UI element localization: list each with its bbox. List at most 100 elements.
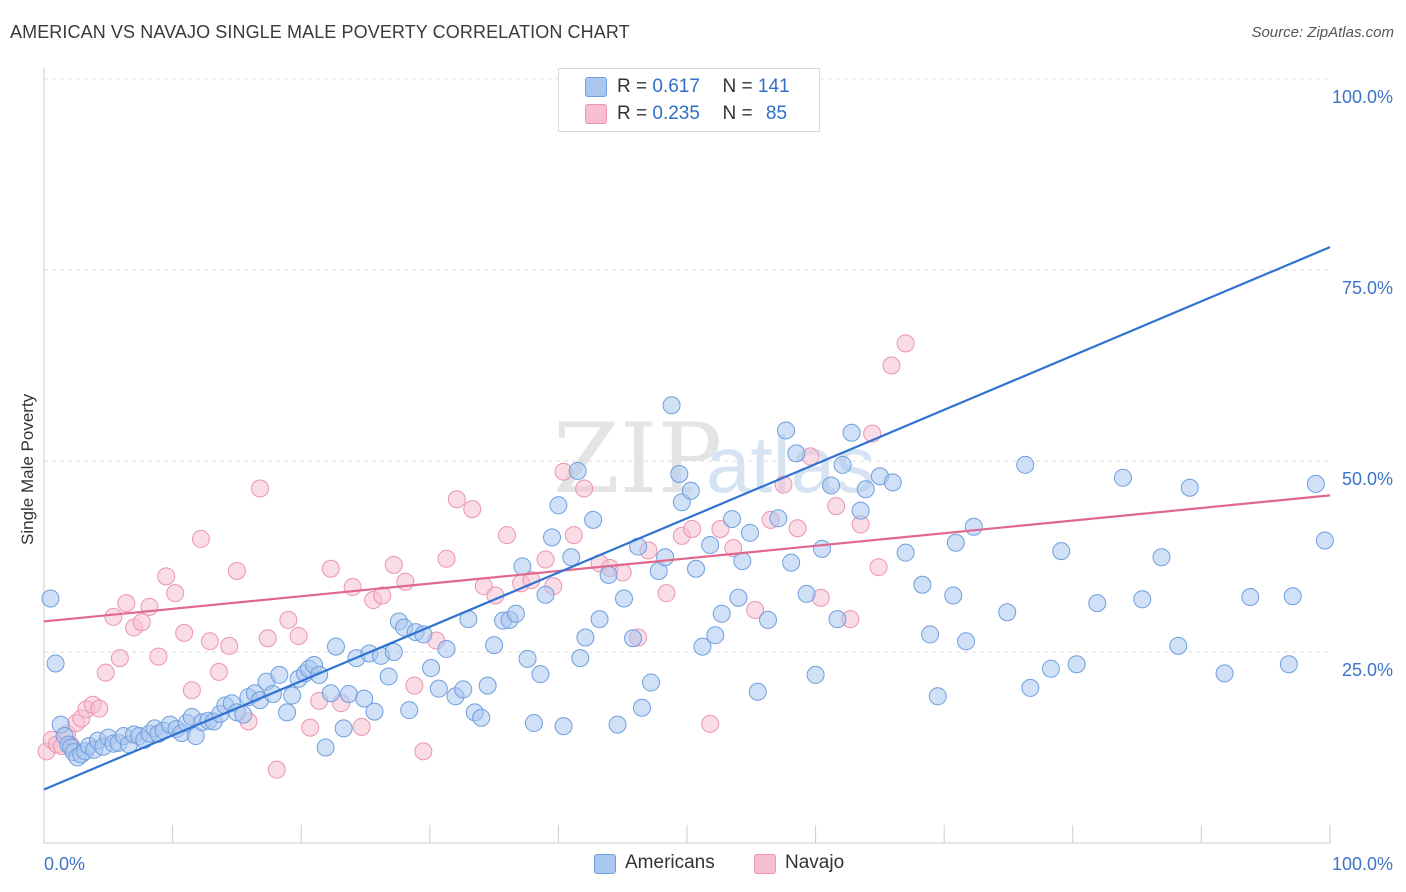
navajo-n-value: 85 [765,103,788,124]
americans-legend-swatch [594,854,616,874]
navajo-point [896,334,915,353]
americans-point [921,625,940,644]
navajo-point [564,526,583,545]
navajo-point [746,600,765,619]
americans-point [321,684,340,703]
americans-point [748,682,767,701]
navajo-point [657,584,676,603]
navajo-point [104,607,123,626]
navajo-point [405,676,424,695]
americans-point [1152,548,1171,567]
navajo-point [437,549,456,568]
americans-r-value: 0.617 [652,76,700,97]
americans-point [283,686,302,705]
navajo-point [352,717,371,736]
americans-n-label: N = [722,76,753,97]
americans-point [549,496,568,515]
americans-point [896,543,915,562]
source-label: Source: ZipAtlas.com [1251,24,1394,41]
navajo-point [132,613,151,632]
americans-point [531,665,550,684]
navajo-point [220,636,239,655]
navajo-point [724,539,743,558]
navajo-r-label: R = [617,103,648,124]
navajo-point [267,760,286,779]
americans-point [614,589,633,608]
americans-point [833,455,852,474]
navajo-n-label: N = [722,103,753,124]
navajo-point [175,623,194,642]
navajo-points [37,334,915,779]
americans-point [1169,636,1188,655]
americans-trend-line [43,246,1331,791]
americans-point [957,632,976,651]
americans-point [701,536,720,555]
americans-point [1067,655,1086,674]
americans-legend-label: Americans [625,852,715,873]
americans-point [339,685,358,704]
axes [43,68,1331,844]
americans-point [379,667,398,686]
navajo-point [414,742,433,761]
navajo-legend-swatch [754,854,776,874]
americans-point [964,517,983,536]
navajo-swatch [585,104,607,124]
americans-point [1088,594,1107,613]
americans-point [1279,655,1298,674]
navajo-point [711,519,730,538]
americans-point [828,610,847,629]
navajo-point [279,610,298,629]
americans-point [662,396,681,415]
americans-point [822,476,841,495]
americans-point [1306,474,1325,493]
americans-point [1021,678,1040,697]
americans-stats: R = 0.617 N = 141 [617,76,790,98]
americans-point [518,649,537,668]
americans-point [741,523,760,542]
americans-point [769,509,788,528]
americans-point [437,639,456,658]
americans-point [641,673,660,692]
americans-point [723,510,742,529]
navajo-point [788,519,807,538]
navajo-stats: R = 0.235 N = 85 [617,103,787,125]
navajo-point [166,584,185,603]
americans-point [913,575,932,594]
americans-n-value: 141 [757,76,790,97]
americans-point [782,553,801,572]
americans-point [813,539,832,558]
americans-point [928,687,947,706]
americans-point [422,659,441,678]
americans-point [326,637,345,656]
americans-point [41,589,60,608]
americans-point [278,703,297,722]
x-tick-label-min: 0.0% [44,854,85,874]
americans-point [851,501,870,520]
navajo-point [191,529,210,548]
americans-point [1052,542,1071,561]
americans-point [1133,590,1152,609]
navajo-r-value: 0.235 [652,103,700,124]
navajo-point [289,626,308,645]
navajo-trend-line [43,494,1331,623]
americans-point [554,717,573,736]
tick-labels: 25.0% 50.0% 75.0% 100.0% 0.0% 100.0% [44,87,1393,874]
navajo-point [497,526,516,545]
navajo-point [384,555,403,574]
navajo-point [827,497,846,516]
americans-point [599,565,618,584]
americans-point [693,637,712,656]
americans-point [806,665,825,684]
americans-point [334,719,353,738]
americans-point [562,548,581,567]
americans-point [513,557,532,576]
americans-point [733,552,752,571]
x-tick-label-max: 100.0% [1332,854,1393,874]
americans-point [1180,478,1199,497]
navajo-point [90,699,109,718]
americans-point [842,423,861,442]
americans-point [355,689,374,708]
americans-point [681,481,700,500]
americans-point [584,510,603,529]
